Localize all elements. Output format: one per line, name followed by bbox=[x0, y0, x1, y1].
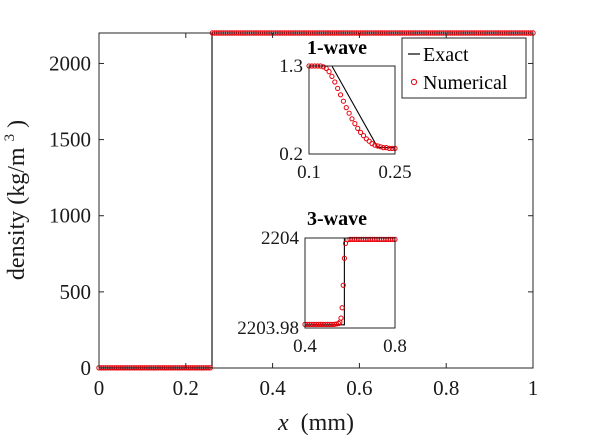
inset-1-numerical-marker bbox=[386, 145, 392, 151]
inset-1-x-tick-label: 0.25 bbox=[378, 162, 411, 183]
y-axis-label-main: density (kg/m bbox=[4, 147, 30, 280]
legend: Exact Numerical bbox=[401, 37, 527, 99]
inset-1-numerical-marker bbox=[375, 143, 381, 149]
y-axis-label: density (kg/m 3 ) bbox=[0, 120, 30, 280]
main-x-tick-label: 0.6 bbox=[346, 376, 372, 400]
legend-numerical-label: Numerical bbox=[423, 72, 508, 94]
inset-1-numerical-marker bbox=[337, 92, 344, 98]
inset-3-background bbox=[305, 238, 395, 328]
legend-numerical-marker bbox=[410, 78, 418, 86]
inset-3-x-tick-label: 0.8 bbox=[383, 336, 407, 357]
main-plot-frame bbox=[98, 32, 534, 369]
inset-1-numerical-marker bbox=[335, 85, 341, 92]
inset-1-numerical-marker bbox=[332, 79, 338, 85]
inset-3-title: 3-wave bbox=[307, 208, 367, 230]
inset-3-numerical-marker bbox=[336, 320, 342, 327]
main-y-tick-label: 500 bbox=[60, 280, 92, 304]
inset-1-numerical-marker bbox=[372, 142, 378, 148]
main-y-tick-label: 1000 bbox=[49, 204, 91, 228]
legend-box bbox=[401, 37, 527, 99]
inset-3-y-tick-label: 2204 bbox=[261, 228, 300, 249]
inset-1-numerical-marker bbox=[355, 125, 361, 131]
x-axis-variable: x bbox=[277, 410, 289, 436]
inset-1-numerical-marker bbox=[389, 145, 395, 151]
inset-3-numerical-marker bbox=[340, 282, 346, 288]
x-axis-unit: (mm) bbox=[301, 410, 354, 436]
inset-1-numerical-marker bbox=[360, 133, 367, 139]
main-x-tick-label: 0 bbox=[94, 376, 105, 400]
y-axis-label-superscript: 3 bbox=[2, 134, 18, 142]
inset-1-title: 1-wave bbox=[307, 37, 367, 59]
inset-1-numerical-marker bbox=[326, 69, 332, 75]
inset-1-numerical-marker bbox=[343, 105, 349, 111]
inset-3-numerical-marker bbox=[342, 240, 349, 246]
inset-1-numerical-marker bbox=[329, 73, 335, 80]
inset-1-numerical-marker bbox=[352, 121, 358, 127]
inset-1-y-tick-label: 0.2 bbox=[279, 144, 303, 165]
main-x-tick-label: 0.8 bbox=[433, 376, 459, 400]
inset-3-numerical-marker bbox=[341, 255, 347, 261]
x-axis-label: x (mm) bbox=[277, 410, 354, 436]
inset-1-y-tick-label: 1.3 bbox=[279, 56, 303, 77]
inset-1-numerical-marker bbox=[340, 98, 346, 104]
inset-1-background bbox=[309, 66, 395, 154]
inset-1-numerical-marker bbox=[380, 145, 387, 151]
inset-1-numerical-marker bbox=[383, 145, 389, 151]
inset-3-frame bbox=[304, 237, 396, 329]
main-plot: 0 0.2 0.4 0.6 0.8 1 0 500 1000 1500 2000 x (mm) de… bbox=[0, 30, 538, 436]
inset-1-wave: 1-wave 0.1 0.25 0.2 1.3 bbox=[279, 37, 411, 183]
inset-1-numerical-marker bbox=[349, 116, 355, 122]
y-axis-label-close: ) bbox=[4, 120, 30, 128]
inset-1-x-tick-label: 0.1 bbox=[297, 162, 321, 183]
inset-1-numerical-marker bbox=[346, 110, 352, 116]
main-y-tick-label: 0 bbox=[81, 356, 92, 380]
main-x-tick-label: 0.4 bbox=[259, 376, 286, 400]
inset-3-numerical-marker bbox=[338, 315, 344, 321]
inset-1-numerical-marker bbox=[358, 129, 364, 135]
main-axis-ticks: 0 0.2 0.4 0.6 0.8 1 0 500 1000 1500 2000 bbox=[49, 33, 538, 400]
main-x-tick-label: 0.2 bbox=[173, 376, 199, 400]
main-x-tick-label: 1 bbox=[528, 376, 539, 400]
legend-exact-label: Exact bbox=[423, 44, 469, 66]
inset-3-y-tick-label: 2203.98 bbox=[237, 318, 299, 339]
inset-1-numerical-marker bbox=[378, 144, 384, 150]
inset-3-ticks: 0.4 0.8 2203.98 2204 bbox=[237, 228, 407, 357]
main-y-tick-label: 1500 bbox=[49, 128, 91, 152]
main-y-tick-label: 2000 bbox=[49, 51, 91, 75]
inset-1-ticks: 0.1 0.25 0.2 1.3 bbox=[279, 56, 411, 183]
inset-3-numerical-marker bbox=[339, 305, 345, 311]
inset-1-frame bbox=[308, 65, 396, 155]
inset-3-x-tick-label: 0.4 bbox=[293, 336, 317, 357]
inset-3-wave: 3-wave 0.4 0.8 2203.98 2204 bbox=[237, 208, 407, 357]
